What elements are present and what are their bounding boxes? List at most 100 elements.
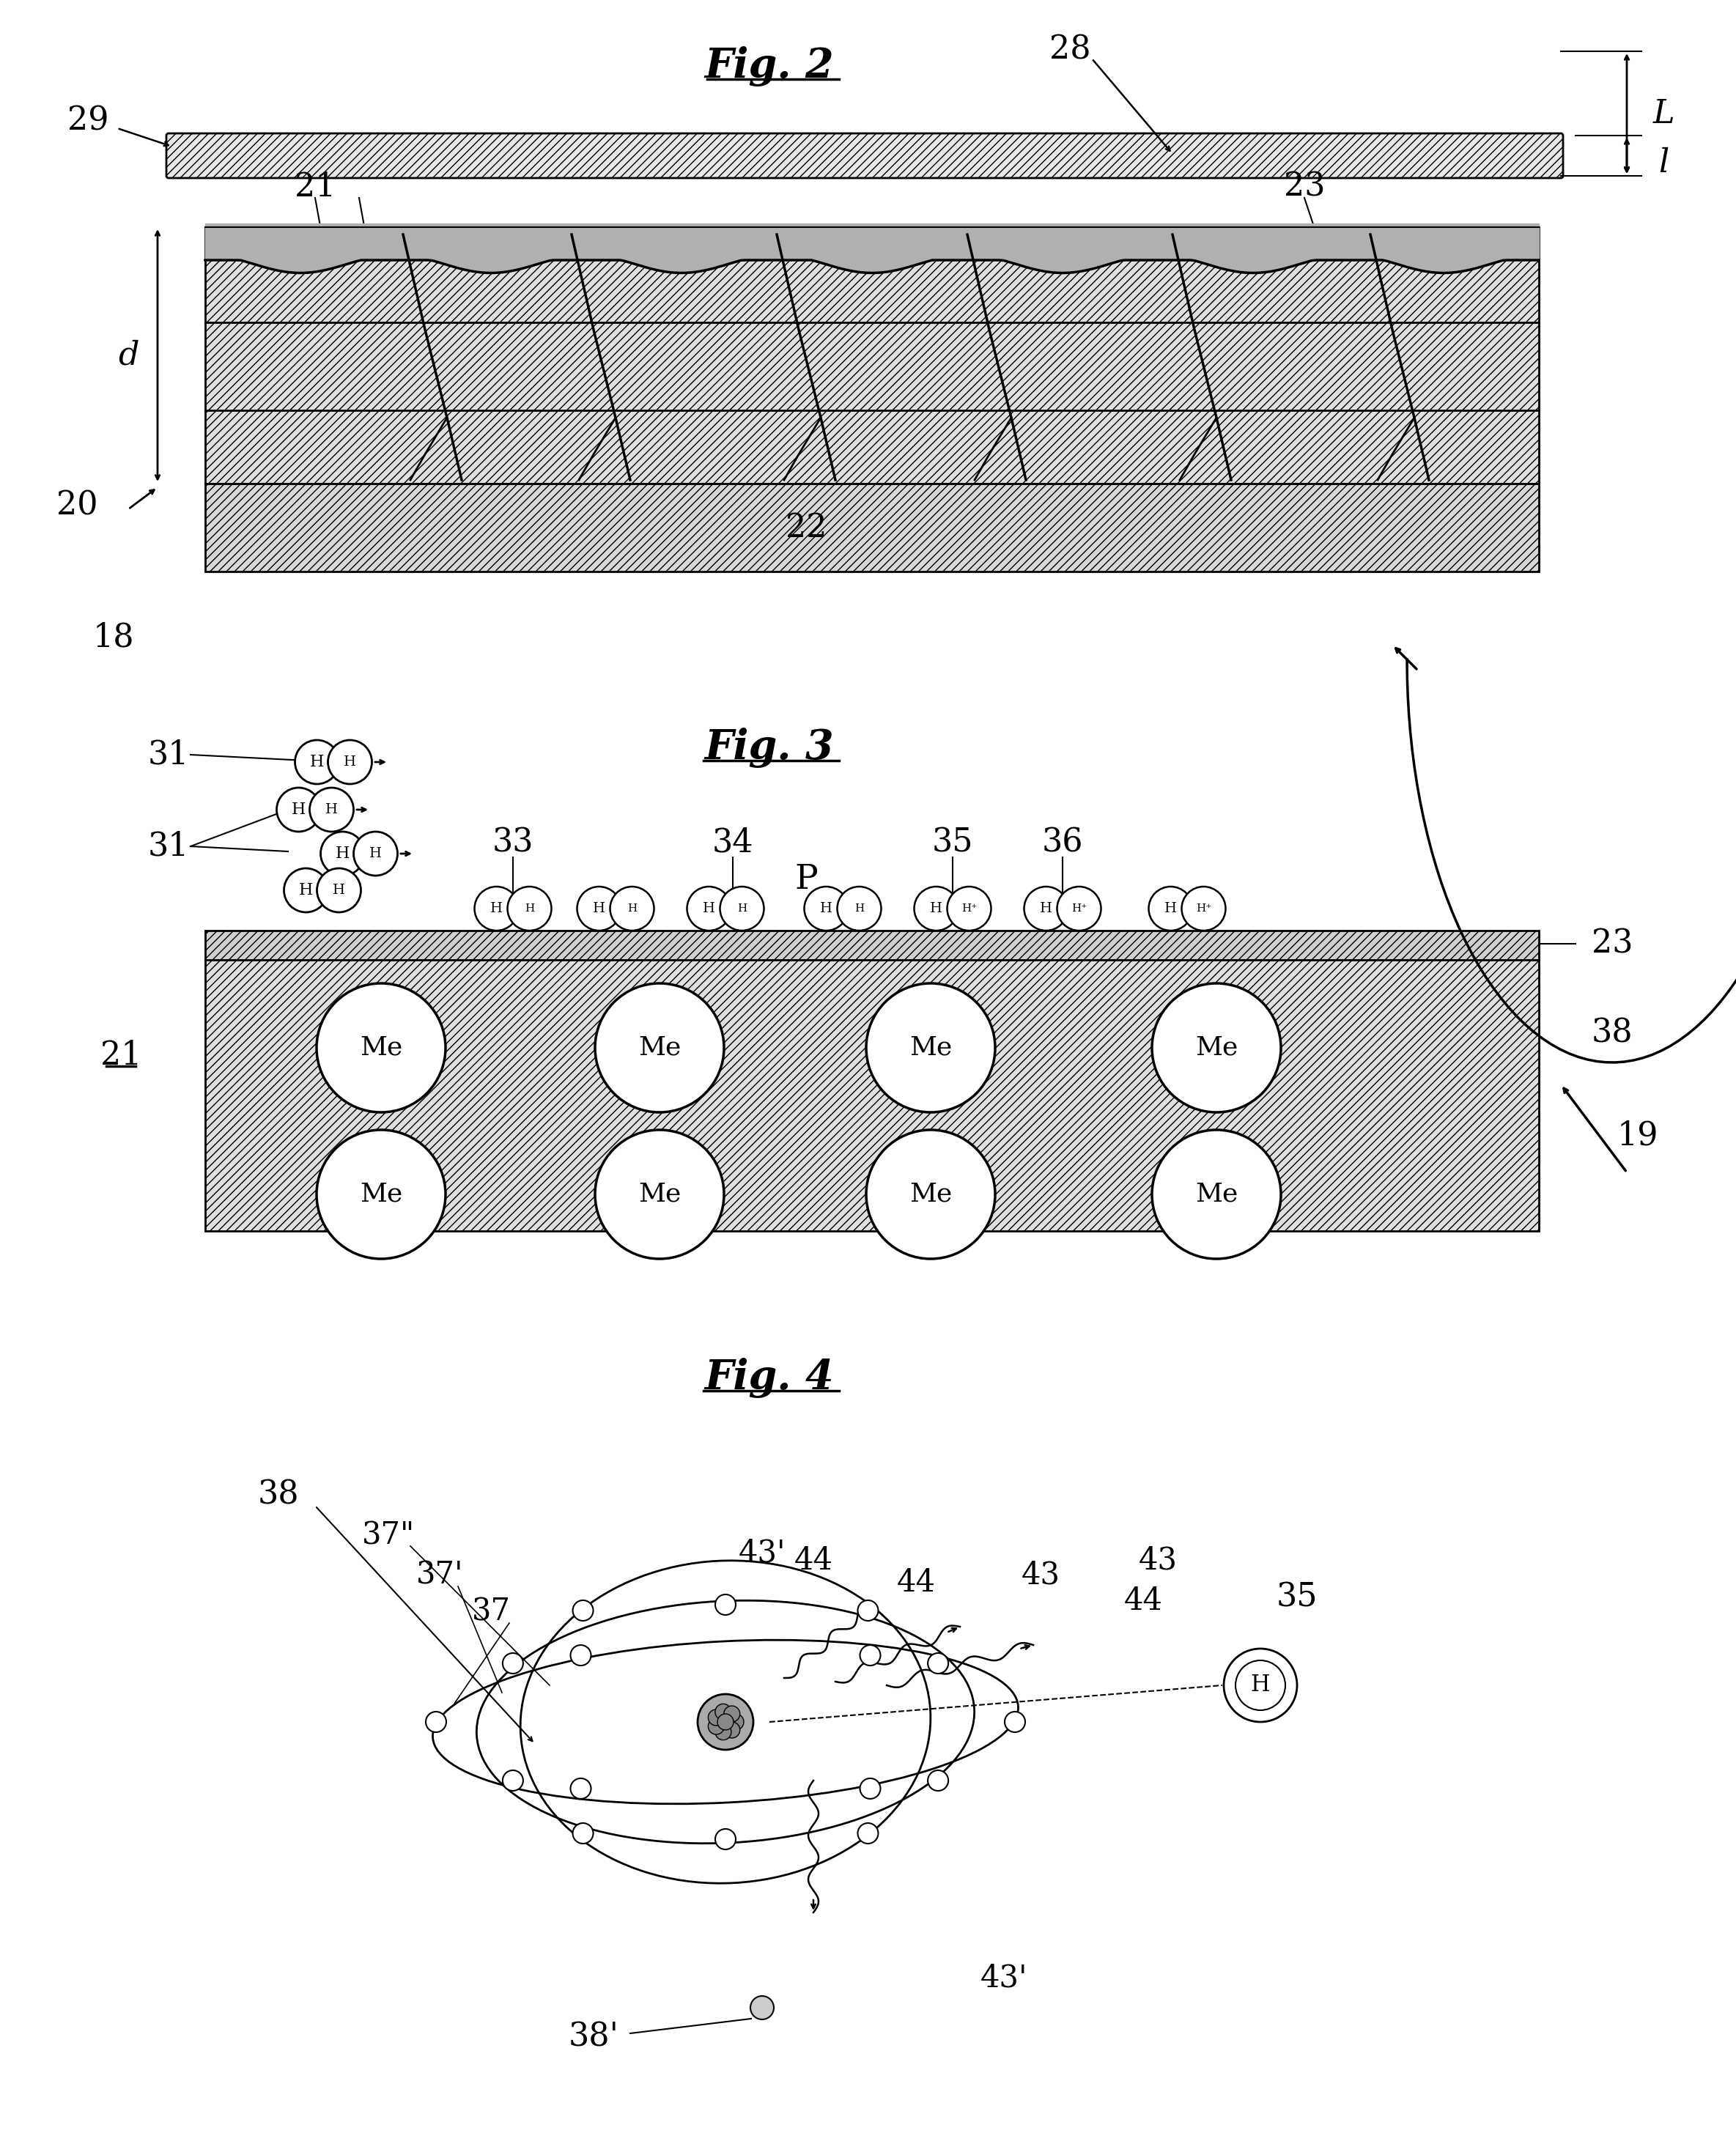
Text: H⁺: H⁺ [962, 904, 977, 913]
Text: H: H [819, 902, 833, 915]
Text: H: H [490, 902, 503, 915]
Circle shape [595, 1130, 724, 1258]
Text: Me: Me [910, 1182, 951, 1207]
Circle shape [698, 1694, 753, 1749]
Text: H: H [524, 904, 535, 913]
Text: H⁺: H⁺ [1071, 904, 1087, 913]
Circle shape [866, 983, 995, 1111]
Text: P: P [795, 862, 818, 896]
Circle shape [859, 1779, 880, 1798]
Text: Fig. 3: Fig. 3 [705, 727, 835, 768]
Circle shape [915, 887, 958, 930]
Circle shape [573, 1600, 594, 1621]
Text: 29: 29 [68, 105, 109, 137]
Text: 23: 23 [1283, 171, 1325, 203]
Circle shape [1236, 1659, 1285, 1711]
Text: 31: 31 [148, 830, 189, 862]
Text: H: H [344, 755, 356, 768]
Text: 35: 35 [1276, 1581, 1318, 1613]
Text: H: H [592, 902, 606, 915]
Circle shape [1153, 983, 1281, 1111]
Text: 20: 20 [56, 491, 97, 520]
Text: H: H [292, 802, 306, 817]
Circle shape [276, 787, 321, 832]
Circle shape [724, 1706, 740, 1721]
Circle shape [318, 868, 361, 913]
Circle shape [354, 832, 398, 877]
Bar [205, 960, 1538, 1231]
Text: 31: 31 [148, 738, 189, 770]
Text: 38: 38 [1592, 1017, 1634, 1049]
Text: Me: Me [1194, 1035, 1238, 1060]
Text: H⁺: H⁺ [1196, 904, 1212, 913]
Circle shape [837, 887, 882, 930]
Text: H: H [854, 904, 865, 913]
Circle shape [948, 887, 991, 930]
Text: H: H [738, 904, 746, 913]
Text: 37: 37 [472, 1598, 510, 1627]
Text: 44: 44 [793, 1544, 833, 1576]
Text: 22: 22 [785, 512, 826, 544]
Circle shape [927, 1653, 948, 1674]
Text: l: l [1658, 147, 1668, 179]
Circle shape [1153, 1130, 1281, 1258]
Circle shape [715, 1723, 731, 1741]
Circle shape [321, 832, 365, 877]
Circle shape [858, 1600, 878, 1621]
Circle shape [717, 1715, 734, 1730]
Text: H: H [1165, 902, 1177, 915]
Text: 44: 44 [1123, 1585, 1163, 1617]
Circle shape [859, 1645, 880, 1666]
Text: 44: 44 [896, 1568, 936, 1598]
Circle shape [720, 887, 764, 930]
Circle shape [727, 1715, 743, 1730]
Circle shape [1005, 1711, 1026, 1732]
Text: 34: 34 [712, 828, 753, 857]
Circle shape [708, 1709, 724, 1726]
Text: H: H [309, 753, 325, 770]
Text: Me: Me [639, 1035, 681, 1060]
Circle shape [708, 1719, 724, 1734]
Bar [205, 930, 1538, 960]
FancyBboxPatch shape [167, 134, 1562, 177]
Circle shape [724, 1721, 740, 1738]
Text: d: d [118, 339, 139, 371]
Text: 18: 18 [92, 621, 134, 653]
Text: 43': 43' [738, 1538, 786, 1568]
Text: L: L [1653, 98, 1674, 130]
Bar [205, 226, 1538, 484]
Text: Me: Me [910, 1035, 951, 1060]
Text: Fig. 4: Fig. 4 [705, 1357, 835, 1397]
Text: 43: 43 [1021, 1559, 1061, 1591]
Circle shape [503, 1653, 523, 1674]
Circle shape [858, 1824, 878, 1843]
Circle shape [503, 1770, 523, 1792]
Text: 23: 23 [1592, 928, 1634, 960]
Circle shape [573, 1824, 594, 1843]
Circle shape [328, 740, 372, 785]
Circle shape [750, 1996, 774, 2020]
Circle shape [1224, 1649, 1297, 1721]
Circle shape [595, 983, 724, 1111]
Text: 38: 38 [257, 1478, 299, 1510]
Circle shape [316, 983, 446, 1111]
Circle shape [309, 787, 354, 832]
Circle shape [609, 887, 654, 930]
Bar [205, 484, 1538, 572]
Circle shape [295, 740, 339, 785]
Text: 28: 28 [1049, 34, 1090, 66]
Circle shape [715, 1704, 731, 1719]
Circle shape [715, 1595, 736, 1615]
Text: 21: 21 [101, 1039, 142, 1071]
Circle shape [576, 887, 621, 930]
Text: 38': 38' [568, 2022, 618, 2052]
Text: H: H [627, 904, 637, 913]
Text: Me: Me [639, 1182, 681, 1207]
Text: H: H [1040, 902, 1052, 915]
Circle shape [1024, 887, 1068, 930]
Circle shape [285, 868, 328, 913]
Text: H: H [325, 804, 339, 817]
Text: 37': 37' [417, 1559, 464, 1591]
Text: Me: Me [1194, 1182, 1238, 1207]
Text: H: H [930, 902, 943, 915]
